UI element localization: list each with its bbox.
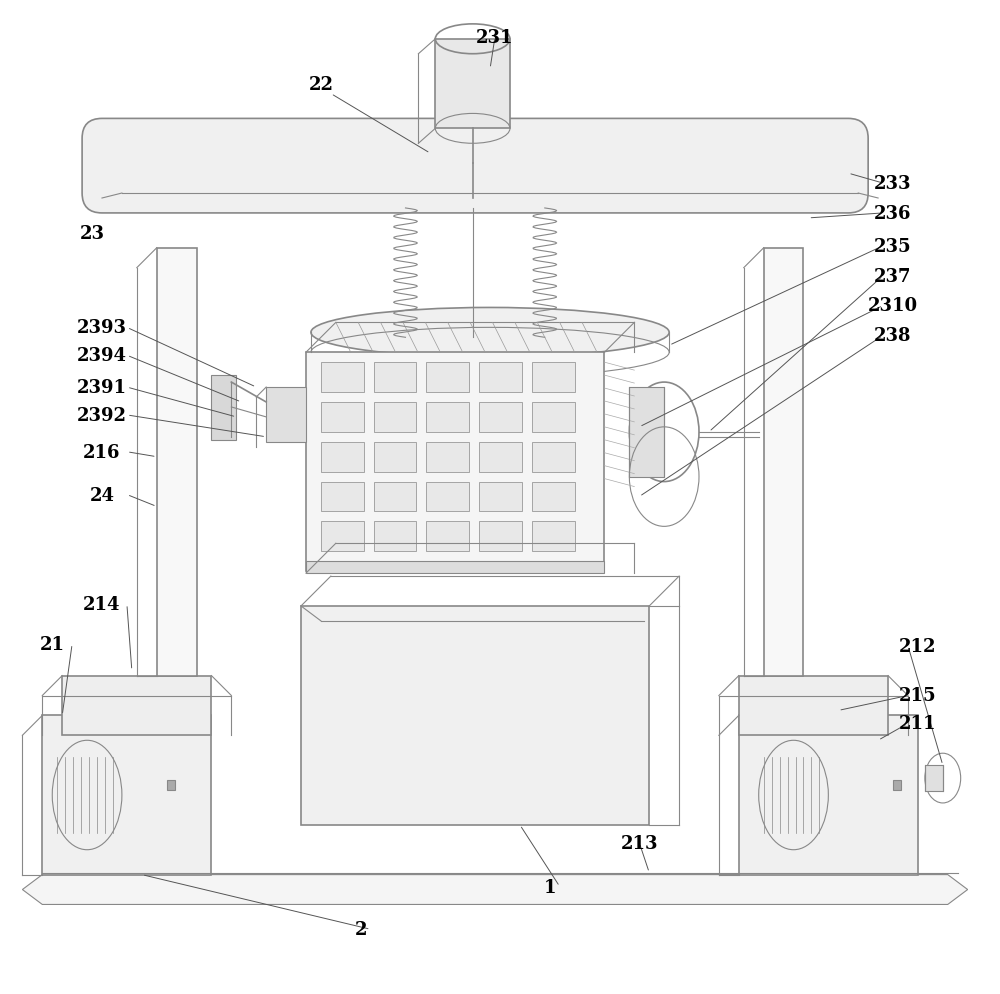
Bar bbox=[739, 676, 888, 736]
Text: 231: 231 bbox=[476, 29, 514, 47]
Bar bbox=[532, 403, 575, 432]
Bar bbox=[764, 248, 803, 676]
Bar bbox=[301, 606, 649, 825]
Bar bbox=[426, 522, 469, 552]
Bar bbox=[321, 363, 364, 393]
Text: 2: 2 bbox=[354, 920, 367, 938]
Bar bbox=[532, 522, 575, 552]
Bar bbox=[306, 562, 604, 574]
Text: 22: 22 bbox=[308, 76, 333, 93]
Text: 212: 212 bbox=[899, 637, 937, 655]
Bar bbox=[479, 403, 522, 432]
Bar bbox=[374, 403, 416, 432]
Ellipse shape bbox=[311, 308, 669, 358]
Bar bbox=[479, 363, 522, 393]
Bar bbox=[62, 676, 211, 736]
Text: 214: 214 bbox=[83, 595, 121, 613]
Bar bbox=[532, 363, 575, 393]
Text: 236: 236 bbox=[874, 205, 912, 223]
Text: 1: 1 bbox=[544, 878, 556, 896]
Bar bbox=[374, 363, 416, 393]
Bar bbox=[211, 376, 236, 440]
Text: 215: 215 bbox=[899, 687, 937, 705]
Bar bbox=[321, 482, 364, 512]
Bar bbox=[306, 353, 604, 572]
Text: 23: 23 bbox=[80, 225, 105, 243]
Text: 2310: 2310 bbox=[868, 297, 918, 315]
Bar bbox=[42, 716, 211, 875]
Text: 216: 216 bbox=[83, 443, 121, 461]
FancyBboxPatch shape bbox=[82, 119, 868, 214]
Bar bbox=[321, 522, 364, 552]
Text: 213: 213 bbox=[621, 834, 658, 852]
Polygon shape bbox=[22, 875, 968, 905]
Bar bbox=[374, 522, 416, 552]
Bar bbox=[266, 388, 306, 442]
Text: 2394: 2394 bbox=[77, 347, 127, 365]
Bar bbox=[925, 765, 943, 791]
Bar bbox=[157, 248, 197, 676]
Bar bbox=[426, 363, 469, 393]
Bar bbox=[426, 403, 469, 432]
Text: 233: 233 bbox=[874, 175, 912, 193]
Text: 2391: 2391 bbox=[77, 379, 127, 397]
Text: 237: 237 bbox=[874, 267, 912, 285]
Bar bbox=[739, 716, 918, 875]
Bar bbox=[532, 442, 575, 472]
Bar bbox=[167, 780, 175, 790]
Text: 238: 238 bbox=[874, 327, 912, 345]
Text: 211: 211 bbox=[899, 715, 937, 733]
Bar bbox=[532, 482, 575, 512]
Bar bbox=[629, 388, 664, 477]
Bar bbox=[479, 522, 522, 552]
Bar bbox=[426, 482, 469, 512]
Text: 21: 21 bbox=[40, 635, 65, 653]
Text: 235: 235 bbox=[874, 238, 912, 255]
Bar bbox=[893, 780, 901, 790]
Text: 2393: 2393 bbox=[77, 319, 127, 337]
Bar bbox=[435, 40, 510, 129]
Bar bbox=[479, 442, 522, 472]
Bar bbox=[426, 442, 469, 472]
Bar bbox=[321, 403, 364, 432]
Bar bbox=[374, 442, 416, 472]
Bar bbox=[321, 442, 364, 472]
Bar bbox=[374, 482, 416, 512]
Text: 24: 24 bbox=[90, 486, 115, 504]
Bar bbox=[479, 482, 522, 512]
Text: 2392: 2392 bbox=[77, 407, 127, 424]
